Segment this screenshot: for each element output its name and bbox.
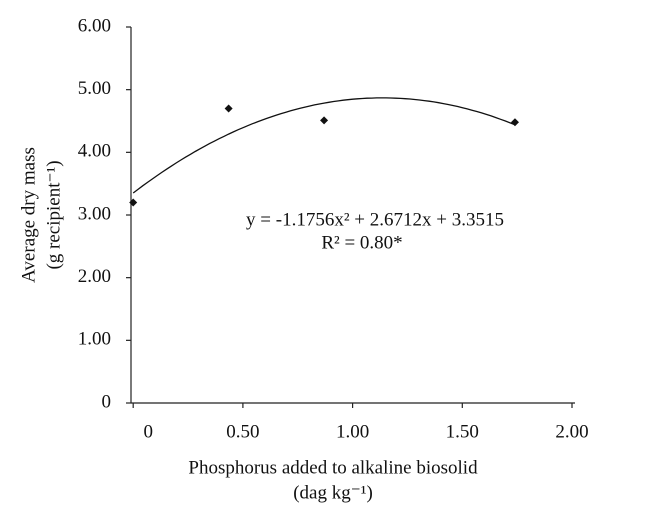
data-point xyxy=(224,104,233,113)
data-point xyxy=(129,198,138,207)
y-tick-label: 1.00 xyxy=(78,329,111,350)
y-tick-label: 0 xyxy=(102,391,112,412)
x-tick-label: 0 xyxy=(143,421,153,442)
data-point xyxy=(320,116,329,125)
trendline xyxy=(132,97,516,194)
y-axis-title: Average dry mass xyxy=(18,147,39,283)
y-tick-label: 2.00 xyxy=(78,266,111,287)
y-tick-label: 4.00 xyxy=(78,141,111,162)
y-tick-label: 3.00 xyxy=(78,203,111,224)
x-tick-label: 1.00 xyxy=(336,421,369,442)
y-axis-title: (g recipient⁻¹) xyxy=(43,160,64,269)
trendline-equation: y = -1.1756x² + 2.6712x + 3.3515 xyxy=(246,209,504,230)
x-tick-label: 0.50 xyxy=(226,421,259,442)
x-tick-label: 1.50 xyxy=(446,421,479,442)
y-tick-label: 6.00 xyxy=(78,15,111,36)
x-axis-title: (dag kg⁻¹) xyxy=(293,482,373,503)
r-squared: R² = 0.80* xyxy=(321,232,402,253)
data-point xyxy=(510,118,519,127)
x-axis-title: Phosphorus added to alkaline biosolid xyxy=(188,457,478,478)
y-tick-label: 5.00 xyxy=(78,78,111,99)
x-tick-label: 2.00 xyxy=(555,421,588,442)
